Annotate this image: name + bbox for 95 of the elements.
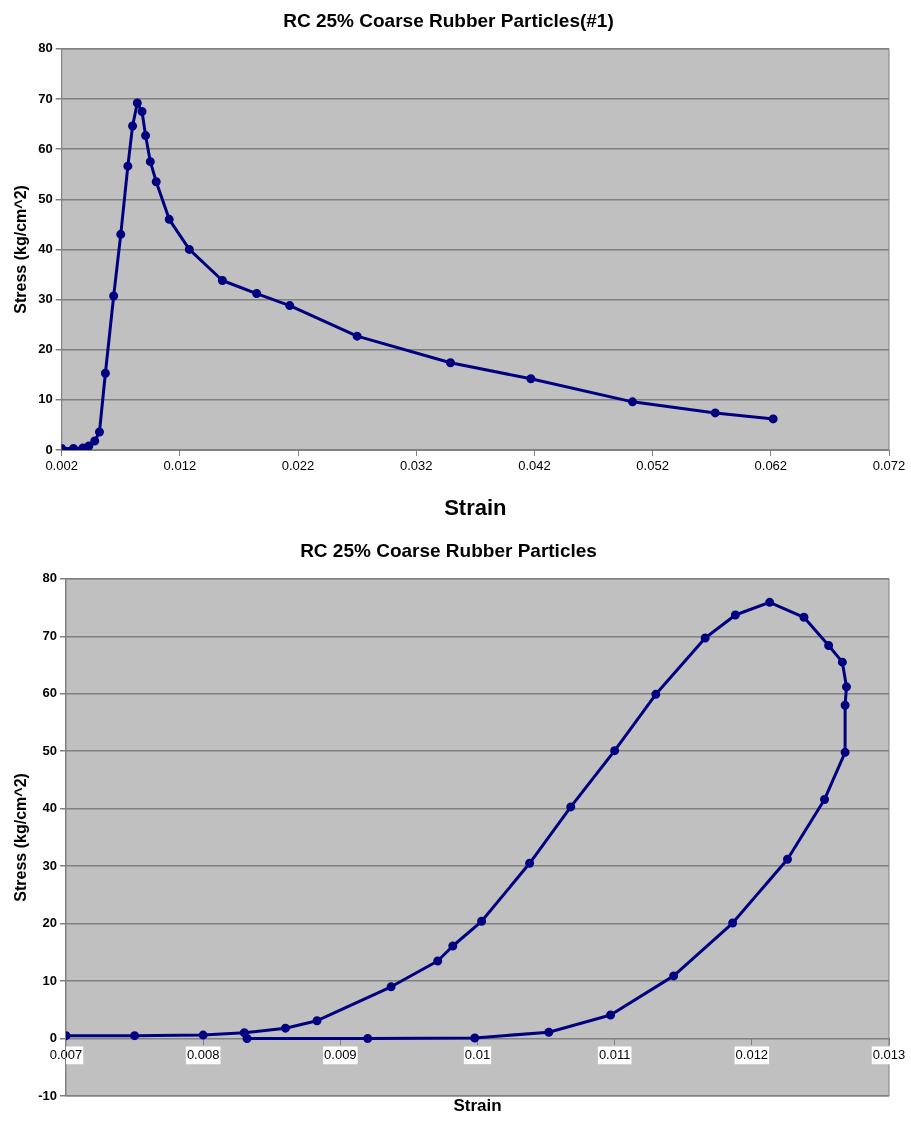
point: [669, 971, 679, 981]
y-axis-title: Stress (kg/cm^2): [12, 773, 30, 902]
y-axis-title: Stress (kg/cm^2): [12, 185, 30, 314]
point: [141, 131, 151, 141]
point: [132, 98, 142, 108]
point: [728, 918, 738, 928]
point: [217, 275, 227, 285]
point: [628, 397, 638, 407]
point: [285, 301, 295, 311]
point: [470, 1033, 480, 1043]
x-tick-label: 0.013: [872, 1046, 906, 1062]
point: [184, 244, 194, 254]
point: [710, 408, 720, 418]
point: [84, 441, 94, 450]
point: [130, 1031, 140, 1041]
point: [799, 612, 809, 622]
point: [837, 657, 847, 667]
point: [606, 1010, 616, 1020]
y-tick-label: 10: [38, 391, 53, 407]
point: [352, 331, 362, 341]
point: [164, 214, 174, 224]
x-tick-label: 0.01: [464, 1046, 491, 1062]
point: [768, 414, 778, 424]
x-axis-title: Strain: [453, 1096, 502, 1116]
x-tick-label: 0.012: [163, 458, 197, 474]
x-tick-label: 0.022: [281, 458, 315, 474]
point: [820, 794, 830, 804]
point: [239, 1028, 249, 1038]
point: [128, 121, 138, 131]
point: [765, 597, 775, 607]
point: [312, 1016, 322, 1026]
point: [151, 177, 161, 187]
point: [109, 291, 119, 301]
y-tick-label: 40: [42, 800, 57, 816]
point: [651, 689, 661, 699]
point: [824, 640, 834, 650]
point: [730, 610, 740, 620]
x-tick-label: 0.002: [45, 458, 78, 474]
point: [566, 802, 576, 812]
y-tick-label: 0: [49, 1030, 57, 1046]
y-tick-label: 70: [38, 90, 53, 106]
y-tick-label: 20: [42, 915, 57, 931]
y-tick-label: 60: [38, 140, 53, 156]
x-tick-label: 0.007: [49, 1046, 83, 1062]
point: [116, 229, 126, 239]
y-tick-label: 70: [42, 627, 57, 643]
y-tick-label: 50: [42, 742, 57, 758]
point: [433, 956, 443, 966]
point: [783, 854, 792, 864]
point: [363, 1034, 373, 1044]
point: [840, 747, 850, 757]
point: [544, 1027, 554, 1037]
y-tick-label: 50: [38, 190, 53, 206]
point: [242, 1034, 252, 1044]
point: [145, 157, 155, 167]
y-tick-label: 30: [38, 291, 53, 307]
x-axis-title: Strain: [444, 494, 507, 520]
y-tick-label: 40: [38, 240, 53, 256]
point: [446, 358, 456, 368]
point: [90, 436, 100, 446]
y-tick-label: -10: [38, 1087, 57, 1103]
point: [477, 916, 487, 926]
x-tick-label: 0.062: [754, 458, 788, 474]
x-tick-label: 0.012: [735, 1046, 769, 1062]
x-tick-label: 0.011: [598, 1046, 631, 1062]
point: [700, 633, 710, 643]
point: [198, 1030, 208, 1040]
point: [100, 368, 110, 378]
point: [252, 289, 262, 299]
point: [525, 858, 535, 868]
x-tick-label: 0.052: [636, 458, 669, 474]
point: [280, 1023, 290, 1033]
y-tick-label: 10: [42, 972, 57, 988]
point: [526, 374, 536, 384]
y-tick-label: 30: [42, 857, 57, 873]
point: [123, 161, 133, 171]
x-tick-label: 0.009: [324, 1046, 357, 1062]
y-tick-label: 20: [38, 341, 53, 357]
y-tick-label: 80: [42, 570, 57, 586]
x-tick-label: 0.042: [518, 458, 551, 474]
point: [841, 682, 851, 692]
x-tick-label: 0.072: [872, 458, 906, 474]
point: [840, 700, 850, 710]
y-tick-label: 0: [45, 441, 53, 457]
point: [448, 941, 458, 951]
point: [137, 106, 147, 116]
chart-title: RC 25% Coarse Rubber Particles: [300, 539, 597, 561]
y-tick-label: 60: [42, 685, 57, 701]
point: [610, 746, 620, 756]
x-tick-label: 0.008: [186, 1046, 220, 1062]
chart-title: RC 25% Coarse Rubber Particles(#1): [283, 9, 614, 31]
point: [386, 982, 396, 992]
point: [94, 427, 104, 437]
y-tick-label: 80: [38, 40, 53, 56]
x-tick-label: 0.032: [399, 458, 433, 474]
